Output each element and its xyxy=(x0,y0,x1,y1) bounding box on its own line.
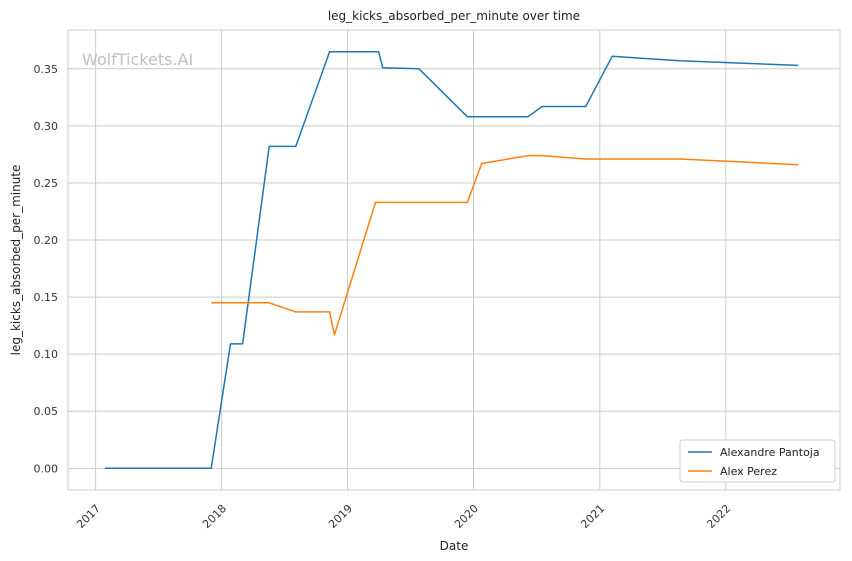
x-tick-label: 2018 xyxy=(200,502,229,531)
watermark: WolfTickets.AI xyxy=(82,50,193,69)
x-tick-label: 2017 xyxy=(74,502,103,531)
y-tick-label: 0.00 xyxy=(34,462,59,475)
y-tick-label: 0.25 xyxy=(34,177,59,190)
y-tick-label: 0.20 xyxy=(34,234,59,247)
legend-box xyxy=(679,439,836,483)
y-tick-label: 0.30 xyxy=(34,120,59,133)
series-line-1 xyxy=(211,154,799,336)
grid xyxy=(68,30,840,490)
y-tick-label: 0.05 xyxy=(34,405,59,418)
y-tick-labels: 0.00 0.05 0.10 0.15 0.20 0.25 0.30 0.35 xyxy=(34,63,59,476)
legend-label-perez: Alex Perez xyxy=(720,465,777,478)
chart-title: leg_kicks_absorbed_per_minute over time xyxy=(328,9,580,23)
series-line-0 xyxy=(104,50,799,470)
x-axis-label: Date xyxy=(440,539,469,553)
legend-label-pantoja: Alexandre Pantoja xyxy=(720,446,820,459)
x-tick-label: 2020 xyxy=(452,502,481,531)
y-tick-label: 0.10 xyxy=(34,348,59,361)
y-axis-label: leg_kicks_absorbed_per_minute xyxy=(9,165,23,356)
x-tick-label: 2021 xyxy=(578,502,607,531)
plot-area xyxy=(67,29,841,491)
series-lines xyxy=(104,50,799,470)
x-tick-labels: 2017 2018 2019 2020 2021 2022 xyxy=(74,502,733,531)
legend: Alexandre Pantoja Alex Perez xyxy=(679,439,836,483)
y-tick-label: 0.15 xyxy=(34,291,59,304)
x-tick-label: 2019 xyxy=(326,502,355,531)
y-tick-label: 0.35 xyxy=(34,63,59,76)
x-tick-label: 2022 xyxy=(704,502,733,531)
